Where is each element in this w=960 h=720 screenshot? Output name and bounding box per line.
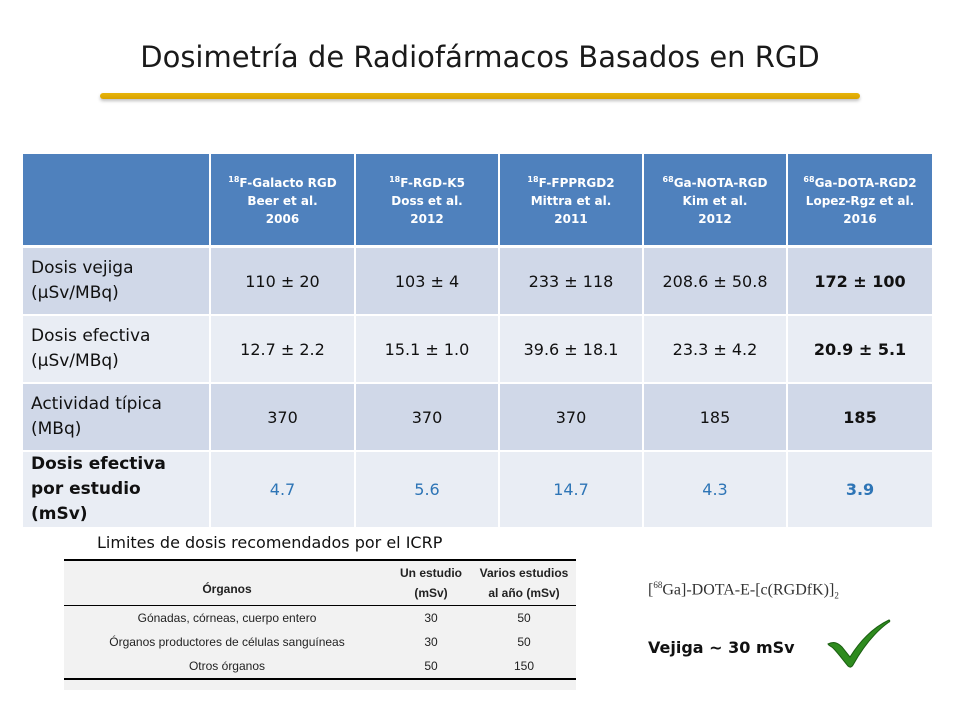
icrp-header-organ: Órganos — [202, 582, 252, 596]
icrp-single-value: 50 — [424, 659, 438, 673]
dosimetry-table: 18F-Galacto RGD Beer et al. 2006 18F-RGD-K… — [23, 154, 934, 529]
icrp-organ: Órganos productores de células sanguínea… — [109, 635, 345, 649]
icrp-caption: Limites de dosis recomendados por el ICR… — [97, 533, 443, 552]
icrp-organ: Gónadas, córneas, cuerpo entero — [137, 611, 317, 625]
table-row: Dosis efectiva (µSv/MBq) 12.7 ± 2.2 15.1… — [23, 315, 934, 384]
bladder-dose-note: Vejiga ~ 30 mSv — [648, 638, 795, 657]
table-cell: 4.7 — [210, 451, 356, 529]
row-label: Dosis efectiva por estudio (mSv) — [23, 451, 211, 529]
table-cell: 23.3 ± 4.2 — [643, 315, 788, 384]
icrp-limits-table: Órganos Un estudio (mSv) Varios estudios a… — [64, 559, 576, 680]
icrp-yearly-value: 50 — [517, 635, 531, 649]
column-header: 18F-RGD-K5 Doss et al. 2012 — [355, 154, 500, 248]
table-row: Dosis vejiga (µSv/MBq) 110 ± 20 103 ± 4 … — [23, 246, 934, 316]
table-cell: 14.7 — [499, 451, 644, 529]
icrp-single-value: 30 — [424, 611, 438, 625]
table-cell: 4.3 — [643, 451, 788, 529]
table-cell: 12.7 ± 2.2 — [210, 315, 356, 384]
icrp-header-single: Un estudio (mSv) — [400, 566, 462, 600]
compound-formula: [68Ga]-DOTA-E-[c(RGDfK)]2 — [648, 580, 839, 601]
table-cell: 39.6 ± 18.1 — [499, 315, 644, 384]
icrp-table-background — [64, 559, 576, 690]
table-cell: 103 ± 4 — [355, 246, 500, 316]
icrp-row: Otros órganos 50 150 — [64, 654, 576, 679]
table-cell: 370 — [499, 383, 644, 452]
row-label: Dosis efectiva (µSv/MBq) — [23, 315, 211, 384]
column-header: 18F-FPPRGD2 Mittra et al. 2011 — [499, 154, 644, 248]
icrp-row: Gónadas, córneas, cuerpo entero 30 50 — [64, 606, 576, 631]
table-row: Actividad típica (MBq) 370 370 370 185 1… — [23, 383, 934, 452]
table-cell: 20.9 ± 5.1 — [787, 315, 934, 384]
checkmark-icon — [827, 619, 891, 668]
row-label: Actividad típica (MBq) — [23, 383, 211, 452]
title-underline — [100, 93, 860, 99]
column-header: 68Ga-NOTA-RGD Kim et al. 2012 — [643, 154, 788, 248]
row-label: Dosis vejiga (µSv/MBq) — [23, 246, 211, 316]
table-corner-cell — [23, 154, 211, 248]
icrp-organ: Otros órganos — [188, 659, 266, 673]
table-cell: 185 — [787, 383, 934, 452]
table-cell: 370 — [210, 383, 356, 452]
column-header: 18F-Galacto RGD Beer et al. 2006 — [210, 154, 356, 248]
table-cell: 110 ± 20 — [210, 246, 356, 316]
table-header-row: 18F-Galacto RGD Beer et al. 2006 18F-RGD-K… — [23, 154, 934, 248]
icrp-yearly-value: 50 — [517, 611, 531, 625]
table-cell: 185 — [643, 383, 788, 452]
slide-title: Dosimetría de Radiofármacos Basados en R… — [140, 40, 820, 74]
column-header: 68Ga-DOTA-RGD2 Lopez-Rgz et al. 2016 — [787, 154, 934, 248]
icrp-row: Órganos productores de células sanguínea… — [64, 630, 576, 654]
icrp-header-row: Órganos Un estudio (mSv) Varios estudios a… — [64, 560, 576, 606]
icrp-header-yearly: Varios estudios al año (mSv) — [479, 566, 569, 600]
table-cell: 172 ± 100 — [787, 246, 934, 316]
icrp-single-value: 30 — [424, 635, 438, 649]
table-cell: 3.9 — [787, 451, 934, 529]
icrp-yearly-value: 150 — [513, 659, 535, 673]
table-cell: 15.1 ± 1.0 — [355, 315, 500, 384]
table-cell: 233 ± 118 — [499, 246, 644, 316]
table-cell: 370 — [355, 383, 500, 452]
table-cell: 5.6 — [355, 451, 500, 529]
table-cell: 208.6 ± 50.8 — [643, 246, 788, 316]
table-row: Dosis efectiva por estudio (mSv) 4.7 5.6… — [23, 451, 934, 529]
